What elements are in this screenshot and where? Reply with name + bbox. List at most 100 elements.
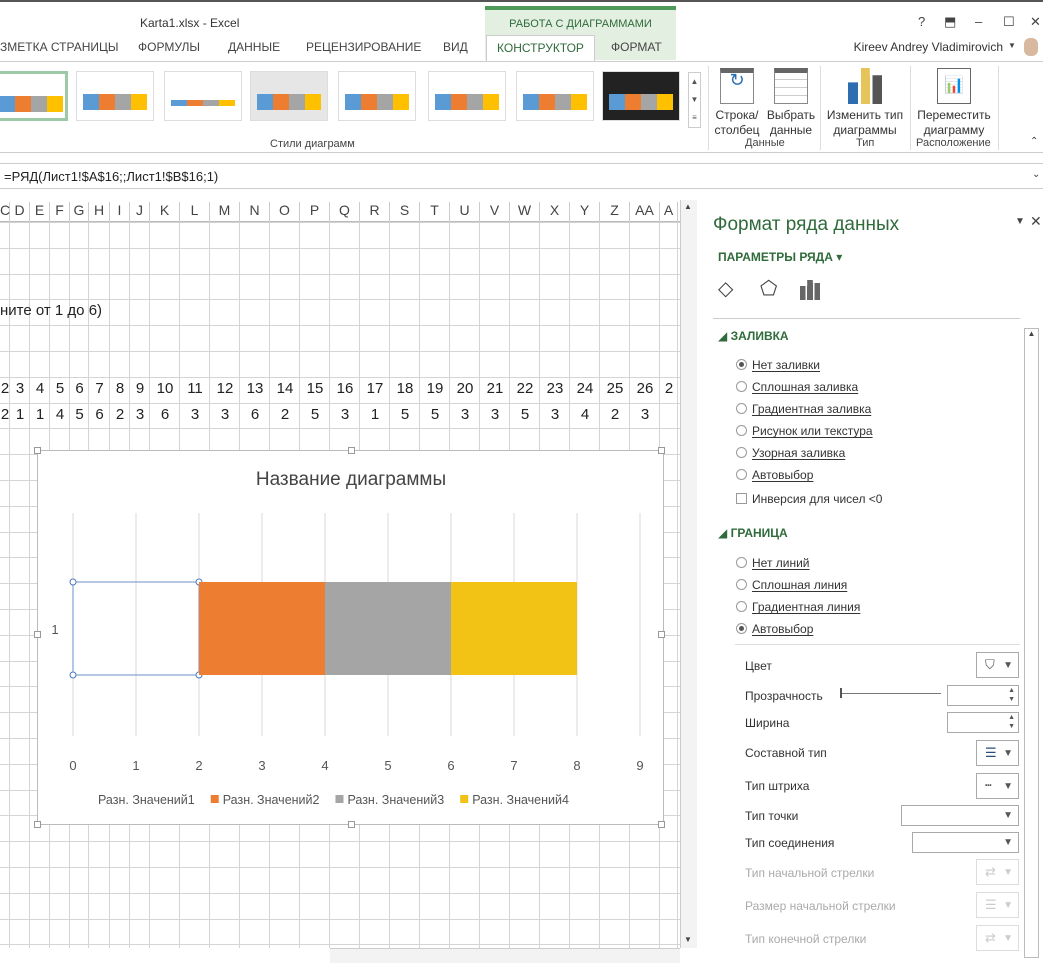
column-header-Q[interactable]: Q [330, 202, 360, 222]
expand-formula-icon[interactable]: ⌄ [1032, 169, 1041, 180]
cell-value[interactable]: 3 [550, 405, 560, 423]
compound-type-button[interactable]: ☰ ▼ [976, 740, 1019, 766]
radio-border_options[interactable]: Автовыбор [736, 622, 813, 636]
cell-value[interactable]: 3 [135, 405, 145, 423]
bar-series-4[interactable] [451, 582, 577, 675]
chart-style-thumbnail[interactable] [338, 71, 416, 121]
column-header-A[interactable]: A [660, 202, 678, 222]
chart-style-thumbnail[interactable] [602, 71, 680, 121]
column-header-R[interactable]: R [360, 202, 390, 222]
cell-number[interactable]: 5 [55, 379, 65, 397]
chart-resize-handle[interactable] [34, 447, 41, 454]
cell-number[interactable]: 10 [156, 379, 174, 397]
tab-view[interactable]: ВИД [443, 40, 468, 54]
column-header-C[interactable]: C [0, 202, 10, 222]
fill-line-icon[interactable]: ◇ [718, 278, 734, 300]
legend-entry[interactable]: Разн. Значений4 [472, 793, 569, 807]
cell-value[interactable]: 2 [280, 405, 290, 423]
chart-style-thumbnail[interactable] [164, 71, 242, 121]
pane-options-icon[interactable]: ▼ [1015, 216, 1025, 227]
cell-number[interactable]: 12 [216, 379, 234, 397]
bar-series-3[interactable] [325, 582, 451, 675]
user-dropdown-icon[interactable]: ▼ [1008, 41, 1016, 50]
cell-number[interactable]: 19 [426, 379, 444, 397]
column-header-I[interactable]: I [110, 202, 130, 222]
chart-style-thumbnail[interactable] [428, 71, 506, 121]
radio-fill_options[interactable]: Автовыбор [736, 468, 813, 482]
cell-value[interactable]: 2 [0, 405, 10, 423]
cell-number[interactable]: 7 [95, 379, 104, 397]
cell-value[interactable]: 4 [55, 405, 65, 423]
cell-number[interactable]: 17 [366, 379, 384, 397]
column-header-K[interactable]: K [150, 202, 180, 222]
effects-pentagon-icon[interactable]: ⬠ [760, 278, 778, 300]
chart-title[interactable]: Название диаграммы [256, 469, 446, 490]
cell-number[interactable]: 20 [456, 379, 474, 397]
transparency-slider-thumb[interactable] [840, 688, 842, 698]
cell-number[interactable]: 3 [15, 379, 25, 397]
cell-value[interactable]: 6 [160, 405, 170, 423]
column-header-G[interactable]: G [70, 202, 89, 222]
selection-handle[interactable] [69, 578, 77, 586]
radio-fill_options[interactable]: Нет заливки [736, 358, 820, 372]
formula-bar[interactable]: =РЯД(Лист1!$A$16;;Лист1!$B$16;1) ⌄ [0, 163, 1043, 189]
cell-number[interactable]: 4 [35, 379, 45, 397]
cell-value[interactable]: 2 [115, 405, 125, 423]
cell-value[interactable]: 1 [370, 405, 380, 423]
cell-value[interactable]: 6 [95, 405, 104, 423]
cell-value[interactable]: 5 [400, 405, 410, 423]
series-options-dropdown[interactable]: ПАРАМЕТРЫ РЯДА ▾ [718, 250, 843, 264]
column-header-Y[interactable]: Y [570, 202, 600, 222]
chart-style-thumbnail[interactable] [76, 71, 154, 121]
column-header-AA[interactable]: AA [630, 202, 660, 222]
bar-series-2[interactable] [199, 582, 325, 675]
cell-number[interactable]: 24 [576, 379, 594, 397]
cell-value[interactable]: 3 [190, 405, 200, 423]
cell-number[interactable]: 21 [486, 379, 504, 397]
cell-number[interactable]: 6 [75, 379, 84, 397]
begin-arrow-size-button[interactable]: ☰ ▼ [976, 892, 1019, 918]
width-spinner[interactable]: ▲ ▼ [947, 712, 1019, 733]
fill-section-header[interactable]: ◢ ЗАЛИВКА [718, 329, 789, 343]
column-header-H[interactable]: H [89, 202, 110, 222]
radio-fill_options[interactable]: Рисунок или текстура [736, 424, 873, 438]
transparency-slider[interactable] [840, 693, 941, 694]
cell-value[interactable]: 6 [250, 405, 260, 423]
cell-number[interactable]: 8 [115, 379, 125, 397]
cell-value[interactable]: 5 [310, 405, 320, 423]
cell-value[interactable]: 5 [430, 405, 440, 423]
cell-value[interactable]: 3 [340, 405, 350, 423]
vertical-scrollbar[interactable]: ▲ ▼ [680, 200, 697, 948]
cell-value[interactable]: 4 [580, 405, 590, 423]
radio-border_options[interactable]: Сплошная линия [736, 578, 847, 592]
chart-resize-handle[interactable] [34, 631, 41, 638]
tab-formulas[interactable]: ФОРМУЛЫ [138, 40, 201, 54]
cell-value[interactable]: 3 [460, 405, 470, 423]
scroll-down-icon[interactable]: ▼ [684, 935, 692, 944]
legend-entry[interactable]: Разн. Значений2 [223, 793, 320, 807]
pane-scrollbar[interactable]: ▲ [1024, 328, 1039, 958]
cell-number[interactable]: 13 [246, 379, 264, 397]
gallery-scroll[interactable]: ▲ ▼ ≡ [688, 72, 701, 128]
radio-border_options[interactable]: Нет линий [736, 556, 810, 570]
cell-number[interactable]: 2 [0, 379, 10, 397]
dash-type-button[interactable]: ┅ ▼ [976, 773, 1019, 799]
formula-input[interactable]: =РЯД(Лист1!$A$16;;Лист1!$B$16;1) [4, 169, 219, 184]
series-options-icon[interactable] [800, 280, 820, 300]
selection-handle[interactable] [69, 671, 77, 679]
ribbon-display-icon[interactable]: ⬒ [944, 14, 957, 29]
column-header-W[interactable]: W [510, 202, 540, 222]
cell-number[interactable]: 2 [664, 379, 674, 397]
column-header-U[interactable]: U [450, 202, 480, 222]
avatar[interactable] [1024, 38, 1038, 56]
cell-number[interactable]: 11 [187, 379, 203, 397]
cell-number[interactable]: 9 [135, 379, 145, 397]
chart-resize-handle[interactable] [348, 447, 355, 454]
begin-arrow-type-button[interactable]: ⇄ ▼ [976, 859, 1019, 885]
cell-value[interactable]: 1 [15, 405, 25, 423]
cell-value[interactable]: 3 [220, 405, 230, 423]
tab-page-layout[interactable]: ЗМЕТКА СТРАНИЦЫ [0, 40, 119, 54]
radio-fill_options[interactable]: Сплошная заливка [736, 380, 858, 394]
column-header-M[interactable]: M [210, 202, 240, 222]
column-header-D[interactable]: D [10, 202, 30, 222]
